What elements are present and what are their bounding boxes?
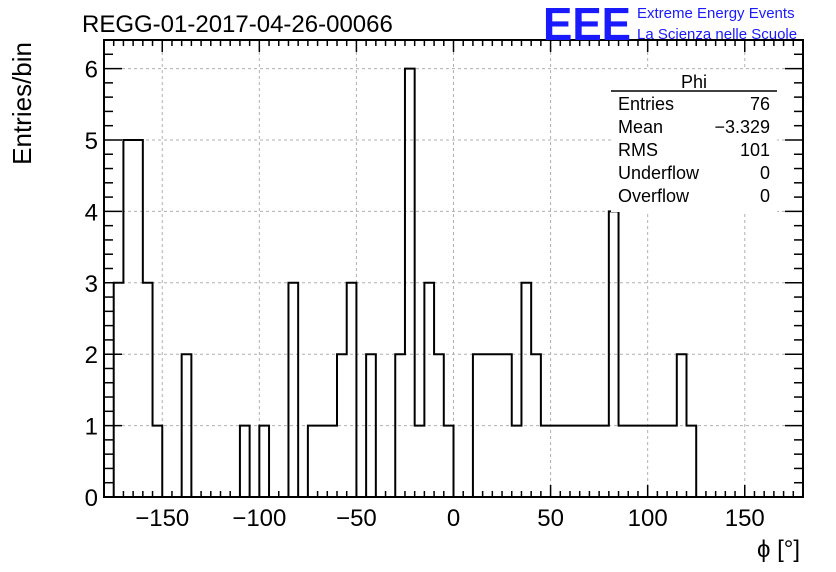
chart-title: REGG-01-2017-04-26-00066 — [82, 11, 393, 38]
eee-logo: EEE — [543, 0, 631, 50]
x-tick-label: 0 — [447, 505, 460, 532]
stats-value: −3.329 — [714, 117, 770, 137]
stats-label: Entries — [618, 94, 674, 114]
x-tick-label: 150 — [725, 505, 765, 532]
stats-label: Underflow — [618, 163, 700, 183]
logo-line-2: La Scienza nelle Scuole — [637, 26, 797, 43]
y-axis-label: Entries/bin — [7, 42, 37, 165]
y-tick-label: 2 — [85, 342, 98, 369]
stats-label: Overflow — [618, 186, 690, 206]
y-tick-label: 1 — [85, 414, 98, 441]
stats-value: 0 — [760, 186, 770, 206]
x-tick-label: −50 — [336, 505, 377, 532]
y-tick-label: 3 — [85, 271, 98, 298]
stats-value: 0 — [760, 163, 770, 183]
x-tick-label: 100 — [628, 505, 668, 532]
stats-value: 101 — [740, 140, 770, 160]
stats-label: Mean — [618, 117, 663, 137]
x-axis-label: ϕ [°] — [757, 536, 800, 563]
stats-label: RMS — [618, 140, 658, 160]
stats-box: Phi Entries 76 Mean −3.329 RMS 101 Underflow 0 O… — [611, 70, 777, 212]
logo-line-1: Extreme Energy Events — [637, 5, 795, 22]
y-tick-label: 4 — [85, 199, 98, 226]
y-tick-label: 5 — [85, 128, 98, 155]
x-tick-label: −150 — [135, 505, 189, 532]
x-tick-labels: −150 −100 −50 0 50 100 150 — [135, 505, 765, 532]
x-tick-label: −100 — [232, 505, 286, 532]
x-tick-label: 50 — [537, 505, 564, 532]
y-tick-label: 0 — [85, 485, 98, 512]
stats-box-title: Phi — [681, 72, 707, 92]
y-tick-label: 6 — [85, 57, 98, 84]
y-tick-labels: 0 1 2 3 4 5 6 — [85, 57, 98, 512]
stats-value: 76 — [750, 94, 770, 114]
